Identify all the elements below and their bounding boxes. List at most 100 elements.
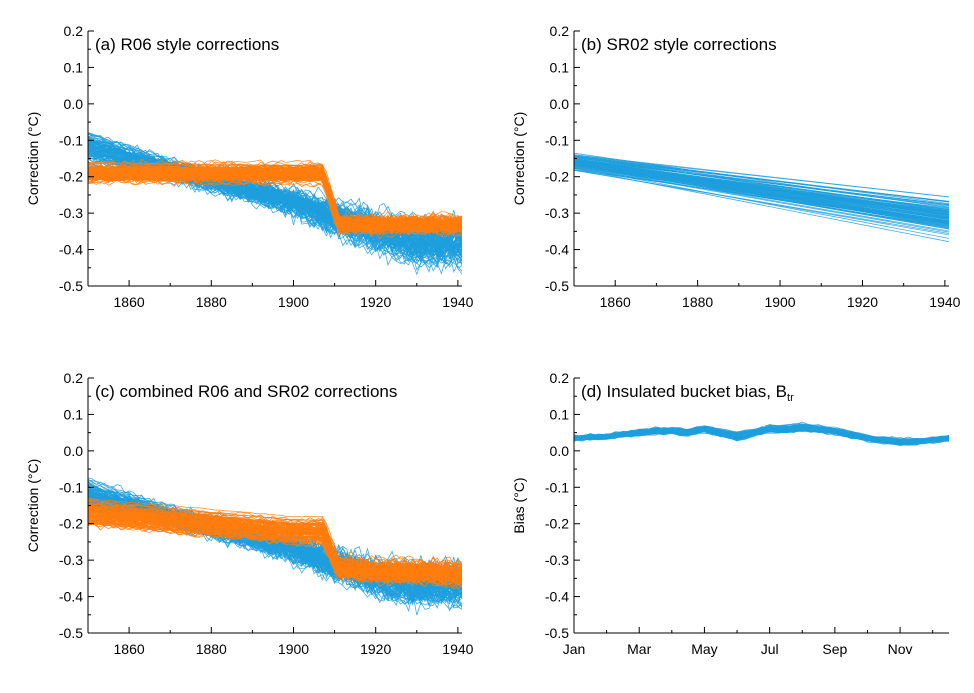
panel-title: (b) SR02 style corrections — [581, 35, 777, 54]
y-tick-label: -0.4 — [59, 242, 83, 258]
x-tick-label: 1860 — [114, 294, 145, 310]
y-tick-label: 0.0 — [64, 443, 84, 459]
x-tick-label: 1900 — [764, 294, 795, 310]
ensemble-line-orange — [88, 171, 462, 232]
x-tick-label: 1880 — [196, 294, 227, 310]
y-tick-label: -0.1 — [545, 479, 569, 495]
y-axis-label: Correction (°C) — [25, 459, 41, 553]
y-tick-label: -0.1 — [545, 132, 569, 148]
ensemble-line-orange — [88, 178, 462, 239]
ensemble-line-blue — [574, 169, 949, 234]
ensemble-line-blue — [574, 165, 949, 232]
plot-area — [574, 421, 949, 447]
x-tick-label: 1940 — [442, 294, 473, 310]
x-tick-label: Sep — [822, 641, 847, 657]
ensemble-line-orange — [88, 169, 462, 229]
x-tick-label: 1880 — [196, 641, 227, 657]
panel-title: (d) Insulated bucket bias, Btr — [581, 382, 794, 404]
y-tick-label: 0.2 — [64, 370, 84, 386]
y-tick-label: -0.2 — [545, 169, 569, 185]
y-tick-label: 0.0 — [64, 96, 84, 112]
y-tick-label: -0.5 — [545, 278, 569, 294]
panel-title: (c) combined R06 and SR02 corrections — [95, 382, 397, 401]
y-tick-label: 0.1 — [64, 406, 84, 422]
y-tick-label: -0.3 — [59, 205, 83, 221]
panel-a-r06-corrections: 0.2 0.1 0.0 -0.1 -0.2 -0.3 -0.4 -0.5 1860 1880 190… — [25, 23, 474, 310]
plot-area — [574, 152, 949, 243]
ensemble-line-orange — [88, 179, 462, 238]
y-axis-label: Bias (°C) — [511, 477, 527, 533]
plot-area — [88, 477, 462, 616]
ensemble-line-orange — [88, 174, 462, 232]
y-tick-label: -0.5 — [545, 625, 569, 641]
x-tick-label: 1860 — [600, 294, 631, 310]
x-tick-label: 1920 — [360, 641, 391, 657]
x-tick-label: 1860 — [114, 641, 145, 657]
x-tick-label: 1880 — [682, 294, 713, 310]
ensemble-line-orange — [88, 173, 462, 233]
ensemble-line-orange — [88, 169, 462, 229]
ensemble-line-blue — [574, 425, 949, 444]
ensemble-line-blue — [574, 426, 949, 443]
y-tick-label: 0.2 — [550, 23, 570, 39]
panel-b-sr02-corrections: 0.2 0.1 0.0 -0.1 -0.2 -0.3 -0.4 -0.5 1860 1880 190… — [511, 23, 961, 310]
ensemble-line-orange — [88, 523, 462, 587]
panel-title-subscript: tr — [787, 392, 794, 404]
x-tick-label: Nov — [888, 641, 913, 657]
panel-title: (a) R06 style corrections — [95, 35, 279, 54]
ensemble-line-blue — [574, 152, 949, 208]
y-tick-label: -0.4 — [59, 589, 83, 605]
x-tick-label: 1940 — [442, 641, 473, 657]
x-tick-label: Jan — [563, 641, 586, 657]
ensemble-line-orange — [88, 509, 462, 579]
y-tick-label: 0.2 — [64, 23, 84, 39]
ensemble-line-orange — [88, 515, 462, 585]
y-tick-label: -0.4 — [545, 242, 569, 258]
ensemble-line-orange — [88, 158, 462, 222]
plot-area — [88, 132, 462, 276]
ensemble-line-orange — [88, 166, 462, 229]
y-tick-label: -0.3 — [545, 552, 569, 568]
y-tick-label: -0.2 — [59, 516, 83, 532]
ensemble-line-blue — [574, 166, 949, 239]
x-tick-label: 1900 — [278, 294, 309, 310]
y-tick-label: -0.5 — [59, 278, 83, 294]
y-tick-label: -0.2 — [59, 169, 83, 185]
ensemble-line-orange — [88, 504, 462, 578]
ensemble-line-orange — [88, 499, 462, 569]
ensemble-line-blue — [574, 155, 949, 203]
x-tick-label: 1940 — [929, 294, 960, 310]
y-tick-label: -0.1 — [59, 479, 83, 495]
ensemble-line-orange — [88, 521, 462, 590]
x-tick-label: 1900 — [278, 641, 309, 657]
ensemble-line-orange — [88, 521, 462, 582]
panel-c-combined-corrections: 0.2 0.1 0.0 -0.1 -0.2 -0.3 -0.4 -0.5 1860 1880 190… — [25, 370, 474, 657]
ensemble-line-blue — [574, 424, 949, 443]
ensemble-line-orange — [88, 162, 462, 227]
ensemble-line-orange — [88, 168, 462, 228]
ensemble-line-blue — [574, 167, 949, 227]
x-tick-label: 1920 — [360, 294, 391, 310]
ensemble-line-blue — [574, 162, 949, 213]
ensemble-line-orange — [88, 503, 462, 574]
y-tick-label: -0.2 — [545, 516, 569, 532]
x-tick-label: 1920 — [847, 294, 878, 310]
y-tick-label: -0.5 — [59, 625, 83, 641]
y-tick-label: 0.0 — [550, 96, 570, 112]
ensemble-line-blue — [574, 428, 949, 445]
y-axis-label: Correction (°C) — [25, 112, 41, 206]
ensemble-line-blue — [88, 138, 462, 247]
y-axis-label: Correction (°C) — [511, 112, 527, 206]
y-tick-label: 0.1 — [550, 59, 570, 75]
ensemble-line-blue — [574, 160, 949, 219]
ensemble-line-blue — [574, 165, 949, 225]
y-tick-label: 0.1 — [64, 59, 84, 75]
y-tick-label: 0.0 — [550, 443, 570, 459]
x-tick-label: Mar — [627, 641, 651, 657]
y-tick-label: -0.3 — [59, 552, 83, 568]
ensemble-line-orange — [88, 503, 462, 568]
y-tick-label: -0.1 — [59, 132, 83, 148]
y-tick-label: -0.4 — [545, 589, 569, 605]
